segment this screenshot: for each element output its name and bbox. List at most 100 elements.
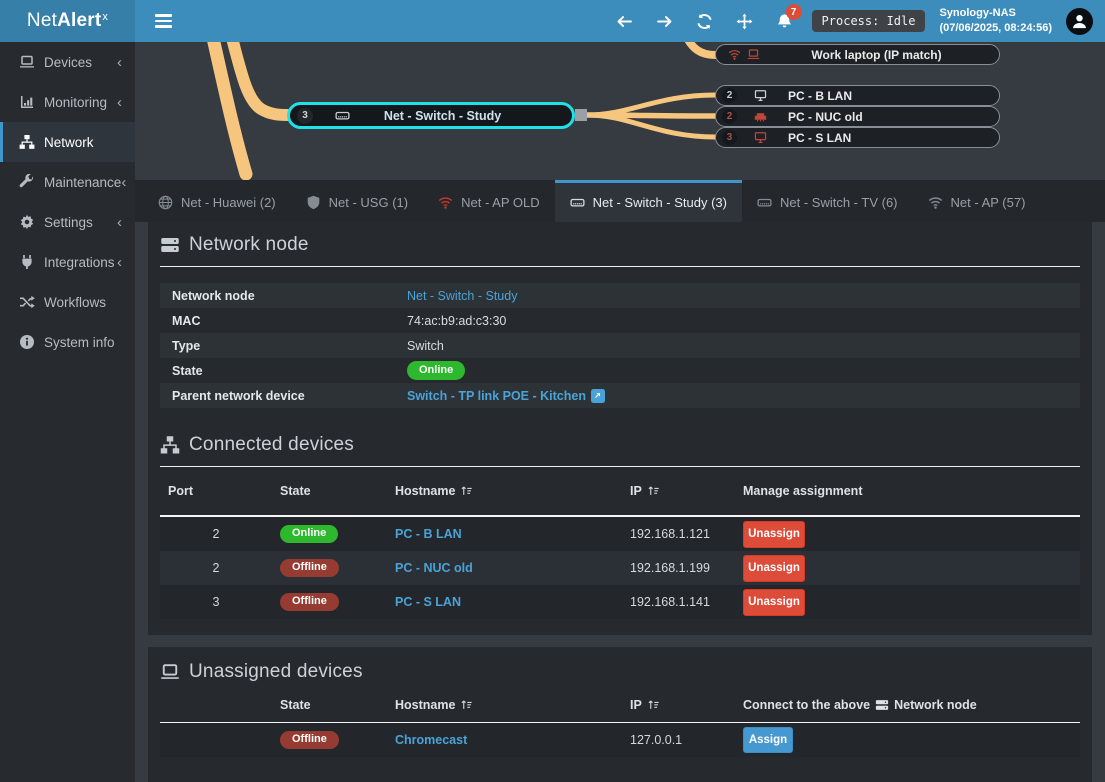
nav-forward-button[interactable]: [652, 6, 678, 36]
network-node-panel: Network node Network node Net - Switch -…: [148, 222, 1092, 635]
gear-icon: [19, 214, 35, 230]
node-pc-b-lan[interactable]: 2 PC - B LAN: [715, 85, 1000, 106]
sidebar-item-devices[interactable]: Devices ‹: [0, 42, 135, 82]
info-circle-icon: [19, 334, 35, 350]
laptop-icon: [19, 54, 35, 70]
node-work-laptop[interactable]: Work laptop (IP match): [715, 44, 1000, 65]
network-node-section-header: Network node: [148, 222, 1092, 256]
unassign-button[interactable]: Unassign: [743, 554, 805, 582]
detail-label: Network node: [172, 288, 255, 303]
monitor-icon: [754, 131, 767, 144]
ethernet-icon: [754, 110, 767, 123]
detail-row: Network node Net - Switch - Study: [160, 283, 1080, 308]
device-link[interactable]: PC - B LAN: [395, 527, 462, 541]
sidebar-item-system-info[interactable]: System info: [0, 322, 135, 362]
sort-icon: [647, 484, 660, 497]
unassign-button[interactable]: Unassign: [743, 520, 805, 548]
col-ip[interactable]: IP: [622, 698, 735, 712]
node-pc-s-lan[interactable]: 3 PC - S LAN: [715, 127, 1000, 148]
action-cell: Unassign: [735, 588, 1080, 616]
app-logo[interactable]: Net Alert x: [0, 0, 135, 42]
table-body: 2 Online PC - B LAN 192.168.1.121 Unassi…: [160, 517, 1080, 619]
content-area: Network node Network node Net - Switch -…: [135, 222, 1105, 782]
network-topology-diagram[interactable]: 3 Net - Switch - Study Work laptop (IP m…: [135, 42, 1105, 180]
wifi-icon: [928, 195, 943, 210]
unassigned-devices-table: State Hostname IP Connect to the above Ne…: [160, 687, 1080, 757]
unassign-button[interactable]: Unassign: [743, 588, 805, 616]
device-link[interactable]: Chromecast: [395, 733, 468, 747]
sidebar-item-label: Maintenance: [44, 174, 122, 190]
brand-bold: Alert: [57, 10, 102, 31]
sidebar-item-monitoring[interactable]: Monitoring ‹: [0, 82, 135, 122]
table-row: 2 Offline PC - NUC old 192.168.1.199 Una…: [160, 551, 1080, 585]
tab-label: Net - Huawei (2): [181, 195, 276, 210]
edge-line: [226, 42, 293, 121]
sidebar-item-workflows[interactable]: Workflows: [0, 282, 135, 322]
brand-prefix: Net: [26, 10, 58, 31]
sidebar-item-settings[interactable]: Settings ‹: [0, 202, 135, 242]
tab-label: Net - Switch - Study (3): [592, 195, 727, 210]
sidebar: Devices ‹ Monitoring ‹ Network Maintenance…: [0, 42, 135, 782]
action-cell: Unassign: [735, 520, 1080, 548]
server-icon: [160, 235, 180, 255]
sidebar-item-integrations[interactable]: Integrations ‹: [0, 242, 135, 282]
nav-back-button[interactable]: [612, 6, 638, 36]
col-hostname[interactable]: Hostname: [387, 698, 622, 712]
detail-row: Type Switch: [160, 333, 1080, 358]
refresh-icon: [696, 13, 713, 30]
ip-cell: 192.168.1.199: [630, 561, 710, 575]
brand-sup: x: [102, 11, 109, 23]
device-link[interactable]: PC - NUC old: [395, 561, 473, 575]
table-header-row: Port State Hostname IP Manage assignment: [160, 467, 1080, 517]
ip-cell: 192.168.1.121: [630, 527, 710, 541]
sidebar-item-maintenance[interactable]: Maintenance ‹: [0, 162, 135, 202]
section-title: Connected devices: [189, 434, 355, 455]
offline-status-badge: Offline: [280, 592, 339, 612]
node-port-badge: 2: [722, 88, 737, 103]
network-node-link[interactable]: Net - Switch - Study: [407, 288, 518, 303]
top-bar-main: 7 Process: Idle Synology-NAS (07/06/2025…: [135, 0, 1105, 42]
port-cell: 3: [212, 595, 220, 609]
user-avatar[interactable]: [1066, 7, 1093, 35]
col-hostname[interactable]: Hostname: [387, 484, 622, 498]
sidebar-item-label: Monitoring: [44, 94, 108, 110]
tab-net-ap[interactable]: Net - AP (57): [913, 180, 1041, 222]
table-header-row: State Hostname IP Connect to the above Ne…: [160, 687, 1080, 723]
plug-icon: [19, 254, 35, 270]
unassigned-devices-panel: Unassigned devices State Hostname IP Con…: [148, 647, 1092, 782]
sitemap-icon: [19, 134, 35, 150]
notifications-button[interactable]: 7: [772, 4, 802, 36]
refresh-button[interactable]: [692, 6, 718, 36]
hostname-cell: PC - B LAN: [387, 527, 622, 541]
node-label: Net - Switch - Study: [383, 108, 502, 123]
tab-net-huawei[interactable]: Net - Huawei (2): [143, 180, 291, 222]
sidebar-toggle-button[interactable]: [145, 0, 181, 42]
state-cell: Offline: [272, 730, 387, 750]
switch-icon: [335, 108, 350, 123]
sort-icon: [647, 698, 660, 711]
port-cell: 2: [212, 527, 220, 541]
shuffle-icon: [19, 294, 35, 310]
col-manage: Manage assignment: [743, 484, 863, 498]
tab-net-usg[interactable]: Net - USG (1): [291, 180, 423, 222]
tab-net-ap-old[interactable]: Net - AP OLD: [423, 180, 555, 222]
sidebar-item-network[interactable]: Network: [0, 122, 135, 162]
assign-button[interactable]: Assign: [743, 727, 793, 753]
selected-node-net-switch-study[interactable]: 3 Net - Switch - Study: [287, 102, 575, 129]
node-pc-nuc-old[interactable]: 2 PC - NUC old: [715, 106, 1000, 127]
external-link-icon[interactable]: [590, 388, 605, 403]
edge-line: [584, 112, 718, 140]
fullscreen-move-button[interactable]: [732, 6, 758, 36]
device-link[interactable]: PC - S LAN: [395, 595, 461, 609]
tab-net-switch-tv[interactable]: Net - Switch - TV (6): [742, 180, 913, 222]
detail-row: State Online: [160, 358, 1080, 383]
node-port-count-badge: 3: [297, 107, 313, 124]
tab-net-switch-study[interactable]: Net - Switch - Study (3): [554, 180, 742, 222]
hostname-cell: Chromecast: [387, 733, 622, 747]
col-ip[interactable]: IP: [622, 484, 735, 498]
chevron-left-icon: ‹: [117, 53, 122, 71]
parent-device-link[interactable]: Switch - TP link POE - Kitchen: [407, 388, 586, 403]
node-collapse-handle[interactable]: [575, 109, 587, 121]
laptop-icon: [747, 48, 760, 61]
